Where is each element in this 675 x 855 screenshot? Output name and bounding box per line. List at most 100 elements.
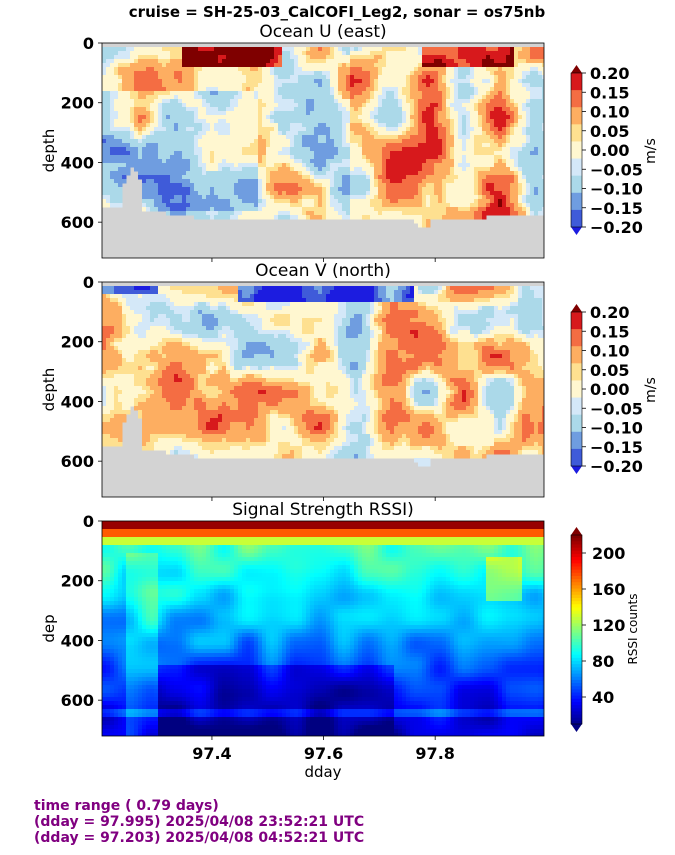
colorbar-tick-label: −0.05	[590, 160, 643, 179]
colorbar-extend-bottom	[571, 724, 582, 732]
colorbar-bin	[571, 604, 582, 609]
time-range-footer: time range ( 0.79 days) (dday = 97.995) …	[34, 798, 364, 846]
colorbar-bin	[571, 598, 582, 602]
y-tick-label: 600	[61, 213, 94, 232]
colorbar-bin	[571, 158, 582, 177]
colorbar-bin	[571, 557, 582, 561]
x-tick-label: 97.8	[415, 744, 454, 763]
colorbar-bin	[571, 638, 582, 643]
colorbar-bin	[571, 541, 582, 546]
colorbar-tick-label: 40	[592, 688, 614, 707]
colorbar-bin	[571, 657, 582, 662]
colorbar-bin	[571, 73, 582, 91]
colorbar-bin	[571, 642, 582, 646]
colorbar-bin	[571, 607, 582, 612]
colorbar-bin	[571, 560, 582, 564]
heatmap-field	[102, 521, 544, 736]
colorbar-bin	[571, 720, 582, 725]
y-tick-label: 400	[61, 631, 94, 650]
colorbar-bin	[571, 585, 582, 590]
colorbar-bin	[571, 661, 582, 665]
colorbar-bin	[571, 329, 582, 347]
colorbar-bin	[571, 689, 582, 694]
colorbar-bin	[571, 698, 582, 703]
colorbar-bin	[571, 623, 582, 627]
colorbar-bin	[571, 683, 582, 687]
colorbar-bin	[571, 708, 582, 712]
colorbar-bin	[571, 679, 582, 684]
y-tick-label: 200	[61, 572, 94, 591]
colorbar-bin	[571, 544, 582, 549]
panels: Ocean U (east)0200400600depth0.200.150.1…	[40, 22, 659, 781]
colorbar-bin	[571, 676, 582, 681]
colorbar-extend-top	[571, 65, 582, 73]
colorbar-bin	[571, 692, 582, 697]
colorbar-bin	[571, 547, 582, 552]
colorbar-tick-label: 80	[592, 652, 614, 671]
colorbar-bin	[571, 448, 582, 467]
colorbar-bin	[571, 566, 582, 571]
colorbar-bin	[571, 431, 582, 450]
colorbar-tick-label: −0.15	[590, 438, 643, 457]
start-time-line: (dday = 97.203) 2025/04/08 04:52:21 UTC	[34, 830, 365, 846]
colorbar-bin	[571, 695, 582, 700]
colorbar-bin	[571, 648, 582, 653]
colorbar-tick-label: 0.05	[590, 122, 629, 141]
y-tick-label: 200	[61, 94, 94, 113]
colorbar-tick-label: 0.15	[590, 83, 629, 102]
y-tick-label: 400	[61, 392, 94, 411]
colorbar-bin	[571, 610, 582, 615]
colorbar-bin	[571, 192, 582, 211]
plot-frame	[101, 42, 545, 259]
colorbar-bin	[571, 632, 582, 637]
colorbar-bin	[571, 582, 582, 586]
y-tick-label: 200	[61, 333, 94, 352]
colorbar-bin	[571, 635, 582, 640]
colorbar-bin	[571, 626, 582, 631]
colorbar-bin	[571, 124, 582, 142]
colorbar-bin	[571, 670, 582, 675]
colorbar-bin	[571, 563, 582, 568]
colorbar-tick-label: −0.05	[590, 399, 643, 418]
colorbar-bin	[571, 107, 582, 125]
colorbar-tick-label: 200	[592, 544, 625, 563]
colorbar-bin	[571, 575, 582, 580]
colorbar-label: m/s	[643, 138, 659, 164]
colorbar-bin	[571, 553, 582, 558]
colorbar-bin	[571, 645, 582, 649]
colorbar-bin	[571, 175, 582, 194]
panel-2: Ocean V (north)0200400600depth0.200.150.…	[40, 261, 659, 501]
colorbar-tick-label: 0.10	[590, 103, 629, 122]
y-tick-label: 0	[83, 512, 94, 531]
colorbar-bin	[571, 673, 582, 678]
colorbar-tick-label: 120	[592, 616, 625, 635]
colorbar-bin	[571, 613, 582, 618]
colorbar-bin	[571, 380, 582, 399]
y-tick-label: 0	[83, 273, 94, 292]
end-time-line: (dday = 97.995) 2025/04/08 23:52:21 UTC	[34, 814, 365, 830]
time-range-line: time range ( 0.79 days)	[34, 798, 219, 814]
colorbar-bin	[571, 701, 582, 706]
colorbar-frame	[570, 534, 583, 725]
colorbar-tick-label: 0.20	[590, 64, 629, 83]
colorbar-tick-label: 160	[592, 580, 625, 599]
colorbar: 0.200.150.100.050.00−0.05−0.10−0.15−0.20…	[570, 303, 659, 476]
colorbar-bin	[571, 686, 582, 690]
x-axis-label: dday	[304, 763, 341, 781]
colorbar-bin	[571, 594, 582, 599]
colorbar-bin	[571, 591, 582, 596]
colorbar-bin	[571, 629, 582, 634]
colorbar-bin	[571, 346, 582, 364]
colorbar-tick-label: −0.20	[590, 457, 643, 476]
colorbar-tick-label: −0.10	[590, 419, 643, 438]
panel-title: Ocean V (north)	[255, 261, 391, 281]
panel-3: Signal Strength RSSI) 0 200 400 600 dep 97.4 97…	[40, 500, 640, 781]
panel-title: Ocean U (east)	[259, 22, 386, 42]
x-tick-label: 97.4	[192, 744, 231, 763]
colorbar-bin	[571, 312, 582, 330]
colorbar-bin	[571, 579, 582, 583]
colorbar-bin	[571, 141, 582, 160]
colorbar-extend-top	[571, 304, 582, 312]
colorbar-bin	[571, 363, 582, 381]
